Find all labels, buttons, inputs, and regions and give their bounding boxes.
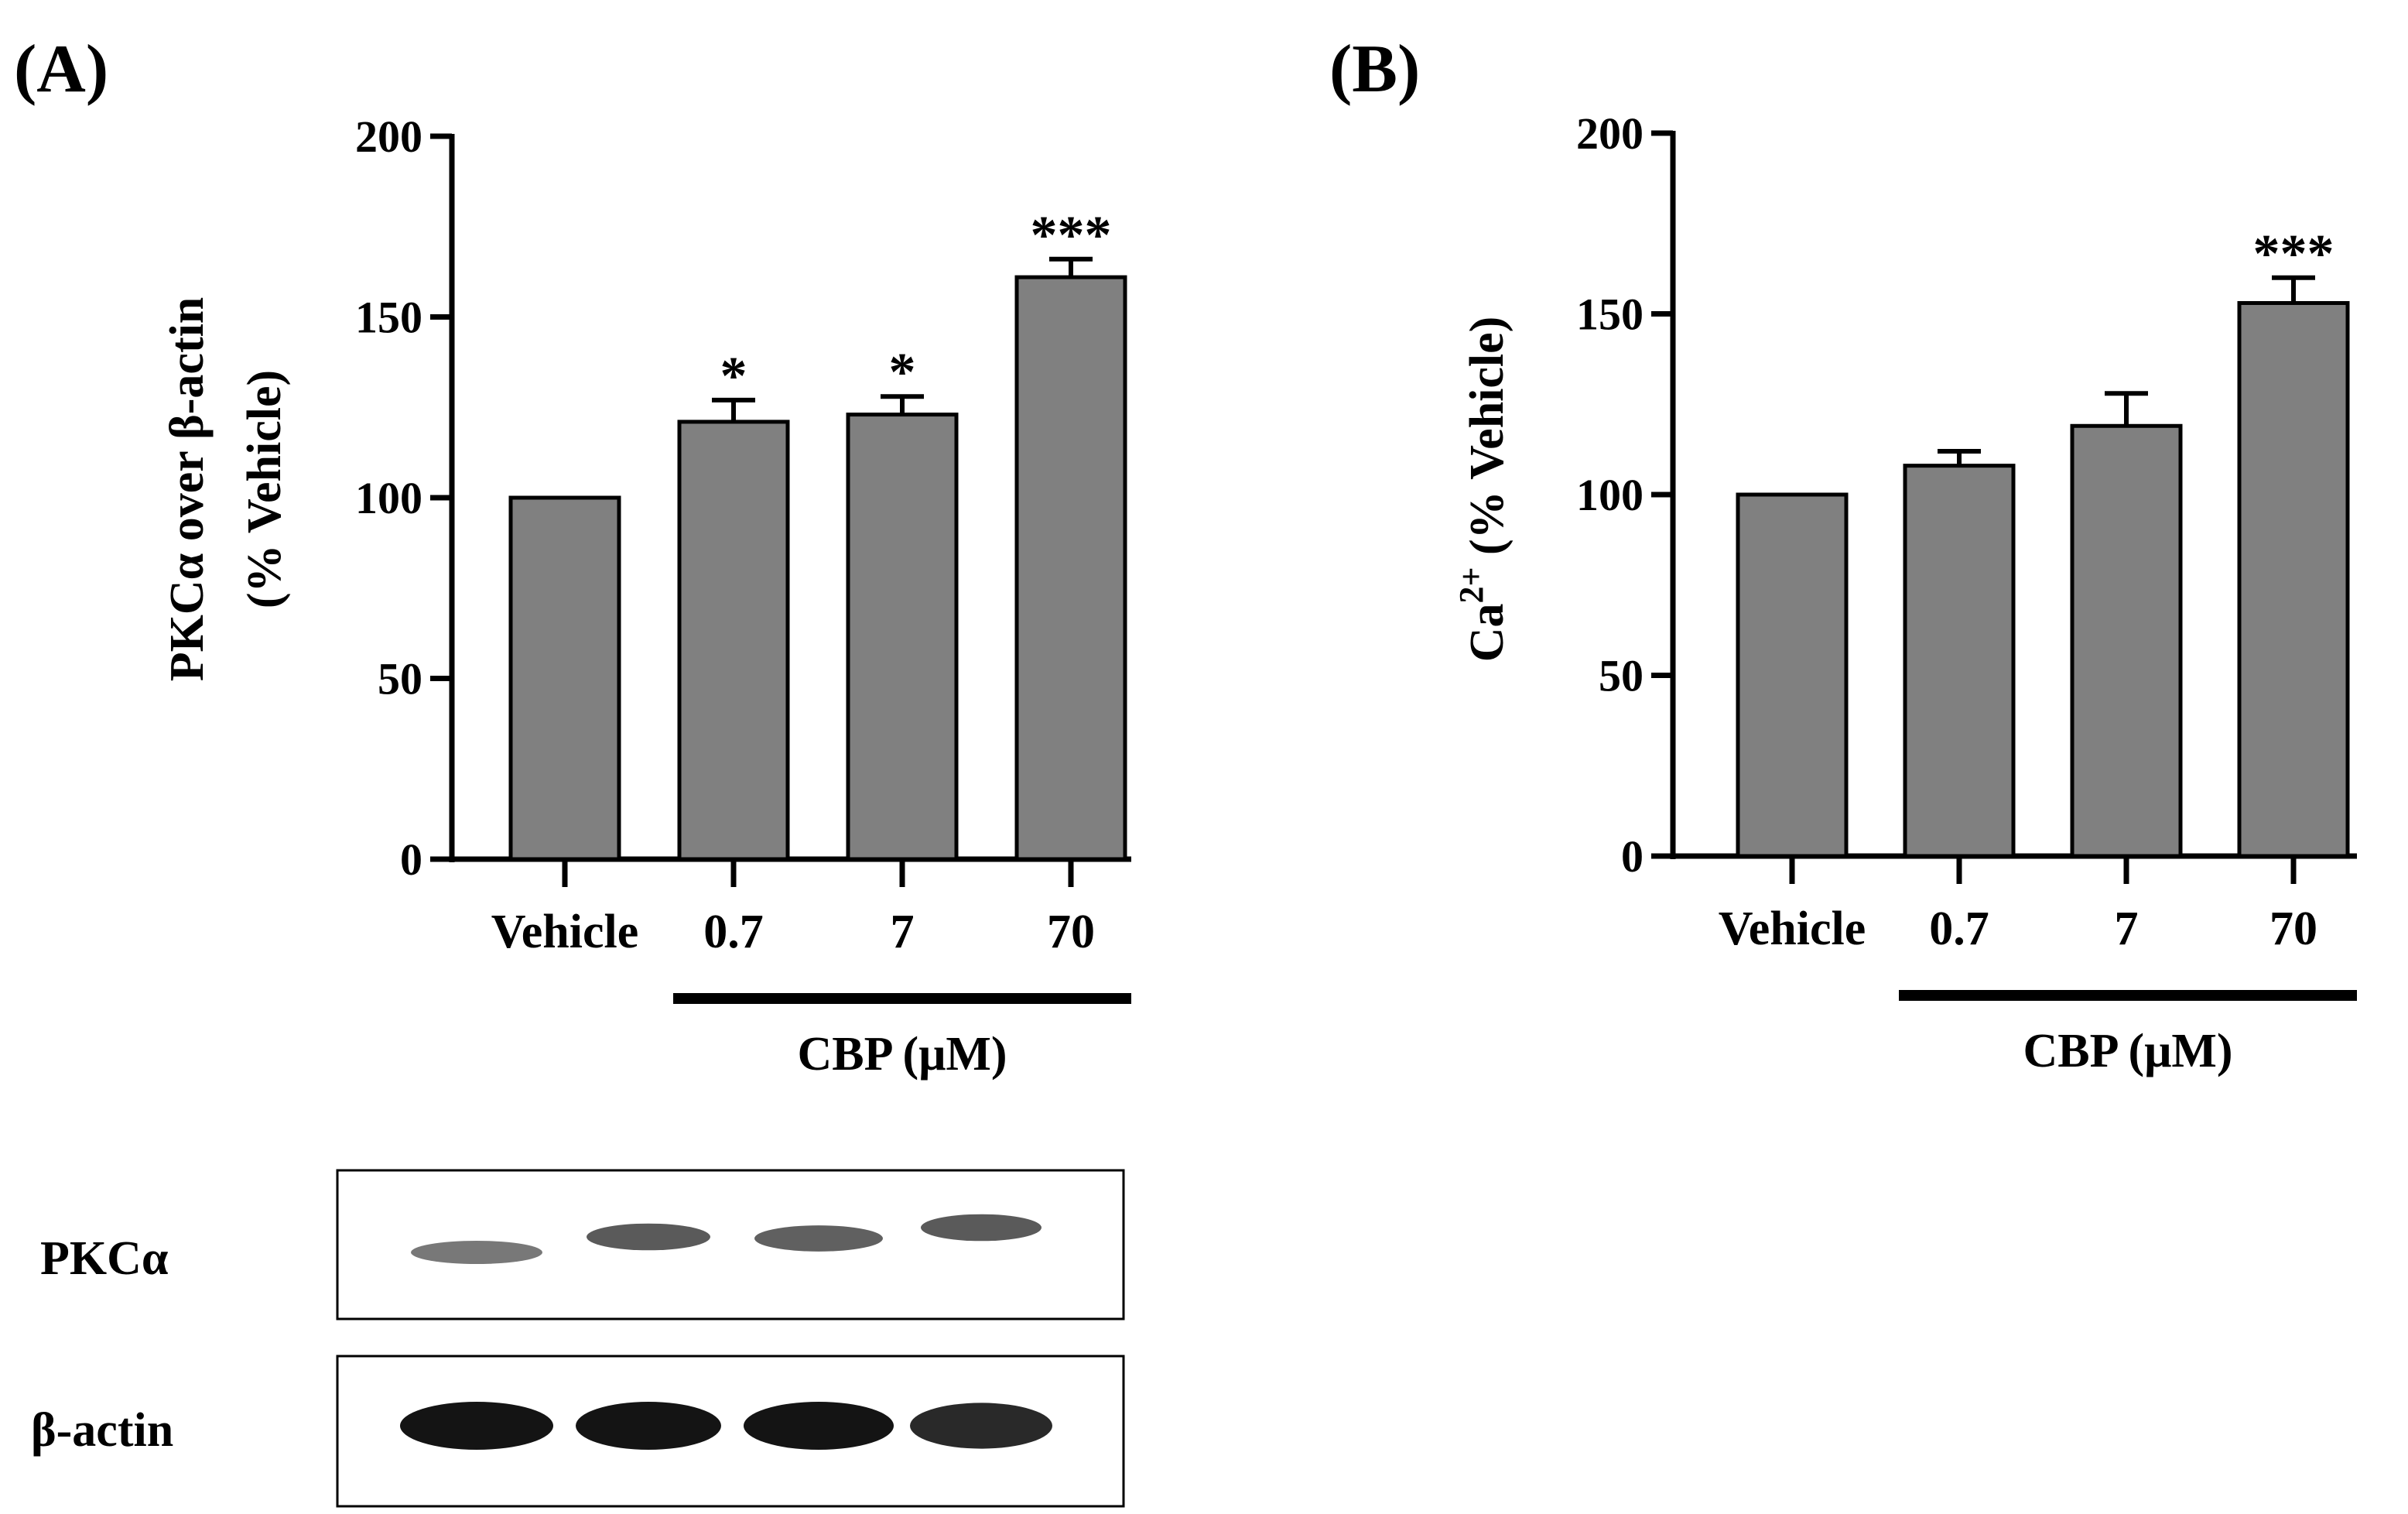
panel-a-x-tick-label: 7 [891,906,915,958]
panel-b-group-label: CBP (μM) [2023,1025,2232,1077]
panel-a-significance-label: * [720,347,747,406]
blot-band-pkca [921,1214,1042,1242]
panel-b-x-tick-label: 0.7 [1929,903,1989,955]
panel-b-bar [1903,464,2016,858]
panel-a-bar [677,420,790,861]
blot-band-pkca [411,1240,542,1265]
panel-a-y-tick-label: 0 [400,834,422,885]
panel-b-bar [2070,423,2183,858]
panel-a-y-tick-label: 50 [378,654,422,704]
panel-b-y-tick-label: 200 [1576,108,1644,159]
panel-a-bar [508,495,621,861]
panel-b-y-tick-label: 50 [1599,651,1644,701]
panel-a-y-axis-label-line2: (% Vehicle) [238,370,291,608]
panel-b-y-axis-label-rest: (% Vehicle) [1461,317,1514,567]
panel-a: (A) PKCα over β-actin (% Vehicle) 0 50 100… [14,32,1131,1081]
blot-row-label-actin: β-actin [31,1404,173,1457]
blot-bands-actin [400,1402,1052,1450]
panel-a-y-axis-label: PKCα over β-actin (% Vehicle) [161,297,291,682]
panel-a-y-tick-label: 200 [355,111,422,162]
blot-band-pkca [754,1225,883,1252]
panel-b-x-tick-label: Vehicle [1719,903,1866,955]
panel-b-y-tick-label: 100 [1576,470,1644,520]
panel-b-x-tick-label: 70 [2269,903,2317,955]
blot-band-actin [910,1403,1052,1449]
panel-a-x-tick-label: 0.7 [703,906,764,958]
blot-band-actin [400,1402,553,1450]
blot-band-actin [576,1402,721,1450]
blot-row-label-pkca: PKCα [40,1232,168,1285]
panel-b-y-tick-label: 150 [1576,289,1644,340]
panel-b-y-axis-label-sup: 2+ [1452,567,1490,603]
panel-a-significance-label: * [889,343,916,402]
panel-b-bar [2237,300,2350,858]
panel-a-label: (A) [14,32,108,107]
panel-a-significance-label: *** [1031,206,1112,265]
panel-b-significance-label: *** [2253,224,2334,284]
panel-a-group-label: CBP (μM) [797,1028,1007,1081]
panel-a-y-axis-label-line1: PKCα over β-actin [161,297,214,682]
panel-b-chart: 0 50 100 150 200 Vehicle 0.7 7 70 *** [1576,108,2357,955]
panel-b-y-axis-label: Ca2+ (% Vehicle) [1452,317,1514,663]
blot-bands-pkca [411,1214,1042,1265]
western-blot: PKCα β-actin [31,1169,1125,1508]
panel-a-x-tick-label: Vehicle [491,906,639,958]
panel-b-y-tick-label: 0 [1621,831,1644,882]
panel-b: (B) Ca2+ (% Vehicle) 0 50 100 150 200 Vehicle… [1329,32,2357,1077]
panel-a-chart: 0 50 100 150 200 Vehicle 0.7 * 7 * 70 *** [355,111,1131,958]
panel-a-x-tick-label: 70 [1047,906,1095,958]
panel-a-y-tick-label: 150 [355,293,422,343]
panel-b-label: (B) [1329,32,1420,107]
panel-b-y-axis-label-main: Ca [1461,604,1514,663]
panel-a-y-tick-label: 100 [355,473,422,523]
panel-a-bar [846,413,959,861]
panel-b-bar [1736,492,1849,858]
blot-band-pkca [587,1223,710,1251]
panel-b-x-tick-label: 7 [2115,903,2139,955]
panel-a-bar [1014,275,1127,861]
blot-band-actin [744,1402,894,1450]
